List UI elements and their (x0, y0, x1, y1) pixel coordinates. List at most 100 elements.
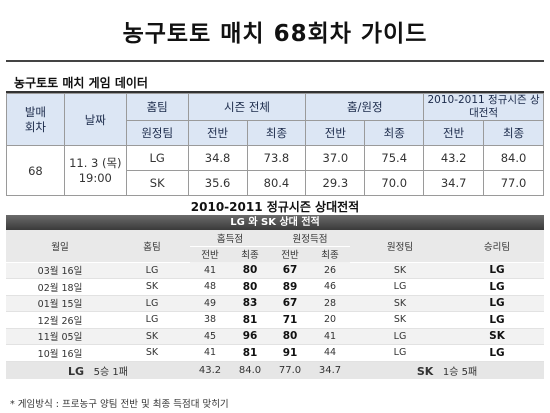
round-header: 발매 회차 (6, 93, 65, 146)
away-team-cell: SK (350, 311, 450, 329)
date-cell: 02월 18일 (6, 278, 114, 296)
game-data-table: 발매 회차 날짜 홈팀 시즌 전체 홈/원정 2010-2011 정규시즌 상대… (6, 93, 544, 196)
away-first-half-cell: 71 (270, 311, 310, 329)
record-subtitle: 2010-2011 정규시즌 상대전적 (190, 200, 360, 214)
away-final-cell: 28 (310, 295, 350, 312)
home-team-cell: LG (114, 311, 190, 329)
title-divider (6, 60, 544, 62)
home-first-half-header: 전반 (190, 245, 230, 262)
home-final-cell: 80 (230, 278, 270, 296)
date-cell: 12월 26일 (6, 311, 114, 329)
away-team-cell: LG (350, 278, 450, 296)
home-final-header: 최종 (230, 245, 270, 262)
table-row: 03월 16일 LG 41 80 67 26 SK LG (6, 262, 544, 279)
home-first-half-cell: 41 (190, 344, 230, 362)
away-final-cell: 44 (310, 344, 350, 362)
away-first-half-cell: 89 (270, 278, 310, 296)
home-final-cell: 96 (230, 328, 270, 345)
page-title: 농구토토 매치 68회차 가이드 (122, 21, 428, 47)
away-score-header: 원정득점 (270, 230, 350, 247)
home-first-half-cell: 38 (190, 311, 230, 329)
home-team-cell: SK (114, 344, 190, 362)
total-left-record: 5승 1패 (93, 366, 128, 378)
total-value: 34.7 (310, 361, 350, 379)
h2h-header: 2010-2011 정규시즌 상대전적 (423, 93, 544, 121)
record-banner: LG 와 SK 상대 전적 (6, 215, 544, 230)
date-value: 11. 3 (목) 19:00 (63, 145, 127, 196)
date-cell: 03월 16일 (6, 262, 114, 279)
time-text: 19:00 (78, 170, 112, 185)
table-row: 11월 05일 SK 45 96 80 41 LG SK (6, 328, 544, 345)
date-cell: 11월 05일 (6, 328, 114, 345)
h2h-final-header: 최종 (483, 120, 544, 146)
h2h-first-half-header: 전반 (423, 120, 485, 146)
away-team-cell: SK (350, 295, 450, 312)
season-final-header: 최종 (246, 120, 307, 146)
away-col-header: 원정팀 (350, 230, 450, 263)
stat-cell: 80.4 (246, 170, 307, 196)
home-first-half-cell: 49 (190, 295, 230, 312)
round-value: 68 (6, 145, 65, 196)
winner-cell: LG (450, 344, 544, 362)
stat-cell: 70.0 (364, 170, 425, 196)
head-to-head-table: 월일 홈팀 홈득점 원정득점 원정팀 승리팀 전반 최종 전반 최종 03월 1… (6, 230, 544, 379)
date-header: 날짜 (63, 93, 127, 146)
total-right-team: SK (416, 364, 434, 378)
team-cell: SK (125, 170, 189, 196)
away-first-half-cell: 67 (270, 262, 310, 279)
home-team-cell: LG (114, 262, 190, 279)
winner-cell: LG (450, 278, 544, 296)
stat-cell: 84.0 (483, 145, 544, 171)
away-first-half-cell: 91 (270, 344, 310, 362)
home-final-cell: 81 (230, 311, 270, 329)
home-team-cell: LG (114, 295, 190, 312)
total-value: 84.0 (230, 361, 270, 379)
stat-cell: 43.2 (423, 145, 485, 171)
date-cell: 10월 16일 (6, 344, 114, 362)
ha-final-header: 최종 (364, 120, 425, 146)
footnote: * 게임방식 : 프로농구 양팀 전반 및 최종 득점대 맞히기 (10, 399, 229, 410)
away-first-half-header: 전반 (270, 245, 310, 262)
team-cell: LG (125, 145, 189, 171)
away-final-cell: 26 (310, 262, 350, 279)
home-away-header: 홈/원정 (305, 93, 425, 121)
away-final-cell: 46 (310, 278, 350, 296)
table-row: 01월 15일 LG 49 83 67 28 SK LG (6, 295, 544, 312)
table-row: 12월 26일 LG 38 81 71 20 SK LG (6, 311, 544, 329)
away-team-header: 원정팀 (125, 120, 189, 146)
date-col-header: 월일 (6, 230, 114, 263)
total-right: SK 1승 5패 (350, 361, 544, 379)
home-final-cell: 83 (230, 295, 270, 312)
winner-cell: LG (450, 262, 544, 279)
home-score-header: 홈득점 (190, 230, 270, 247)
stat-cell: 34.7 (423, 170, 485, 196)
stat-cell: 29.3 (305, 170, 366, 196)
home-final-cell: 80 (230, 262, 270, 279)
home-first-half-cell: 45 (190, 328, 230, 345)
home-col-header: 홈팀 (114, 230, 190, 263)
winner-cell: SK (450, 328, 544, 345)
stat-cell: 35.6 (187, 170, 248, 196)
stat-cell: 37.0 (305, 145, 366, 171)
record-rows: 03월 16일 LG 41 80 67 26 SK LG 02월 18일 SK 48 80 89 46 LG… (6, 262, 544, 362)
home-first-half-cell: 48 (190, 278, 230, 296)
stat-cell: 34.8 (187, 145, 248, 171)
home-final-cell: 81 (230, 344, 270, 362)
total-value: 43.2 (190, 361, 230, 379)
away-final-cell: 41 (310, 328, 350, 345)
away-team-cell: LG (350, 328, 450, 345)
stat-cell: 73.8 (246, 145, 307, 171)
away-final-cell: 20 (310, 311, 350, 329)
away-final-header: 최종 (310, 245, 350, 262)
date-cell: 01월 15일 (6, 295, 114, 312)
total-right-record: 1승 5패 (442, 366, 478, 378)
total-value: 77.0 (270, 361, 310, 379)
home-team-header: 홈팀 (125, 93, 189, 121)
total-row: LG 5승 1패 43.2 84.0 77.0 34.7 SK 1승 5패 (6, 361, 544, 379)
home-first-half-cell: 41 (190, 262, 230, 279)
season-first-half-header: 전반 (187, 120, 248, 146)
home-team-cell: SK (114, 328, 190, 345)
section-divider (6, 91, 544, 93)
stat-cell: 75.4 (364, 145, 425, 171)
away-team-cell: LG (350, 344, 450, 362)
